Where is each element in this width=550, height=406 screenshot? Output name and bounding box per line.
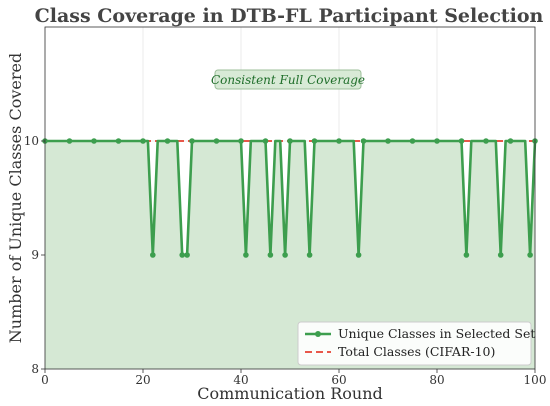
series-markers <box>42 138 538 258</box>
data-point <box>179 252 185 258</box>
data-point <box>483 138 489 144</box>
x-ticks: 0 20 40 60 80 100 <box>41 369 546 387</box>
y-ticks: 8 9 10 <box>24 134 45 376</box>
data-point <box>360 138 367 144</box>
data-point <box>287 138 293 144</box>
y-axis-label: Number of Unique Classes Covered <box>6 53 25 343</box>
data-point <box>213 138 220 144</box>
annotation-box: Consistent Full Coverage <box>211 69 365 90</box>
data-point <box>282 252 288 258</box>
x-tick-label: 80 <box>429 373 444 387</box>
chart-title: Class Coverage in DTB-FL Participant Sel… <box>35 5 544 27</box>
data-point <box>336 138 342 144</box>
y-tick-label: 8 <box>31 362 39 376</box>
x-tick-label: 60 <box>331 373 346 387</box>
x-axis-label: Communication Round <box>197 384 383 403</box>
coverage-area-fill <box>45 141 535 369</box>
x-tick-label: 0 <box>41 373 49 387</box>
data-point <box>497 252 504 258</box>
legend-box <box>297 321 532 366</box>
plot-frame <box>44 26 536 370</box>
data-point <box>140 138 146 144</box>
data-point <box>238 138 244 144</box>
x-tick-label: 100 <box>524 373 547 387</box>
data-point <box>463 252 470 258</box>
data-point <box>527 252 533 258</box>
data-point <box>150 252 156 258</box>
data-point <box>115 138 122 144</box>
data-point <box>91 138 97 144</box>
y-tick-label: 9 <box>31 248 39 262</box>
data-point <box>306 252 313 258</box>
legend-marker-unique-classes <box>315 331 321 337</box>
data-point <box>66 138 73 144</box>
data-point <box>458 138 465 144</box>
data-point <box>243 252 249 258</box>
x-tick-label: 20 <box>135 373 150 387</box>
x-tick-label: 40 <box>233 373 248 387</box>
data-point <box>311 138 318 144</box>
data-point <box>409 138 416 144</box>
data-point <box>189 138 195 144</box>
legend-label-total-classes: Total Classes (CIFAR-10) <box>338 344 495 359</box>
data-point <box>355 252 362 258</box>
annotation-text: Consistent Full Coverage <box>211 73 365 87</box>
legend-label-unique-classes: Unique Classes in Selected Set <box>338 326 535 341</box>
data-point <box>184 252 190 258</box>
legend: Unique Classes in Selected Set Total Cla… <box>297 321 535 366</box>
data-point <box>262 138 269 144</box>
data-point <box>434 138 440 144</box>
y-tick-label: 10 <box>24 134 39 148</box>
data-point <box>507 138 514 144</box>
data-point <box>385 138 391 144</box>
data-point <box>267 252 274 258</box>
data-point <box>164 138 171 144</box>
